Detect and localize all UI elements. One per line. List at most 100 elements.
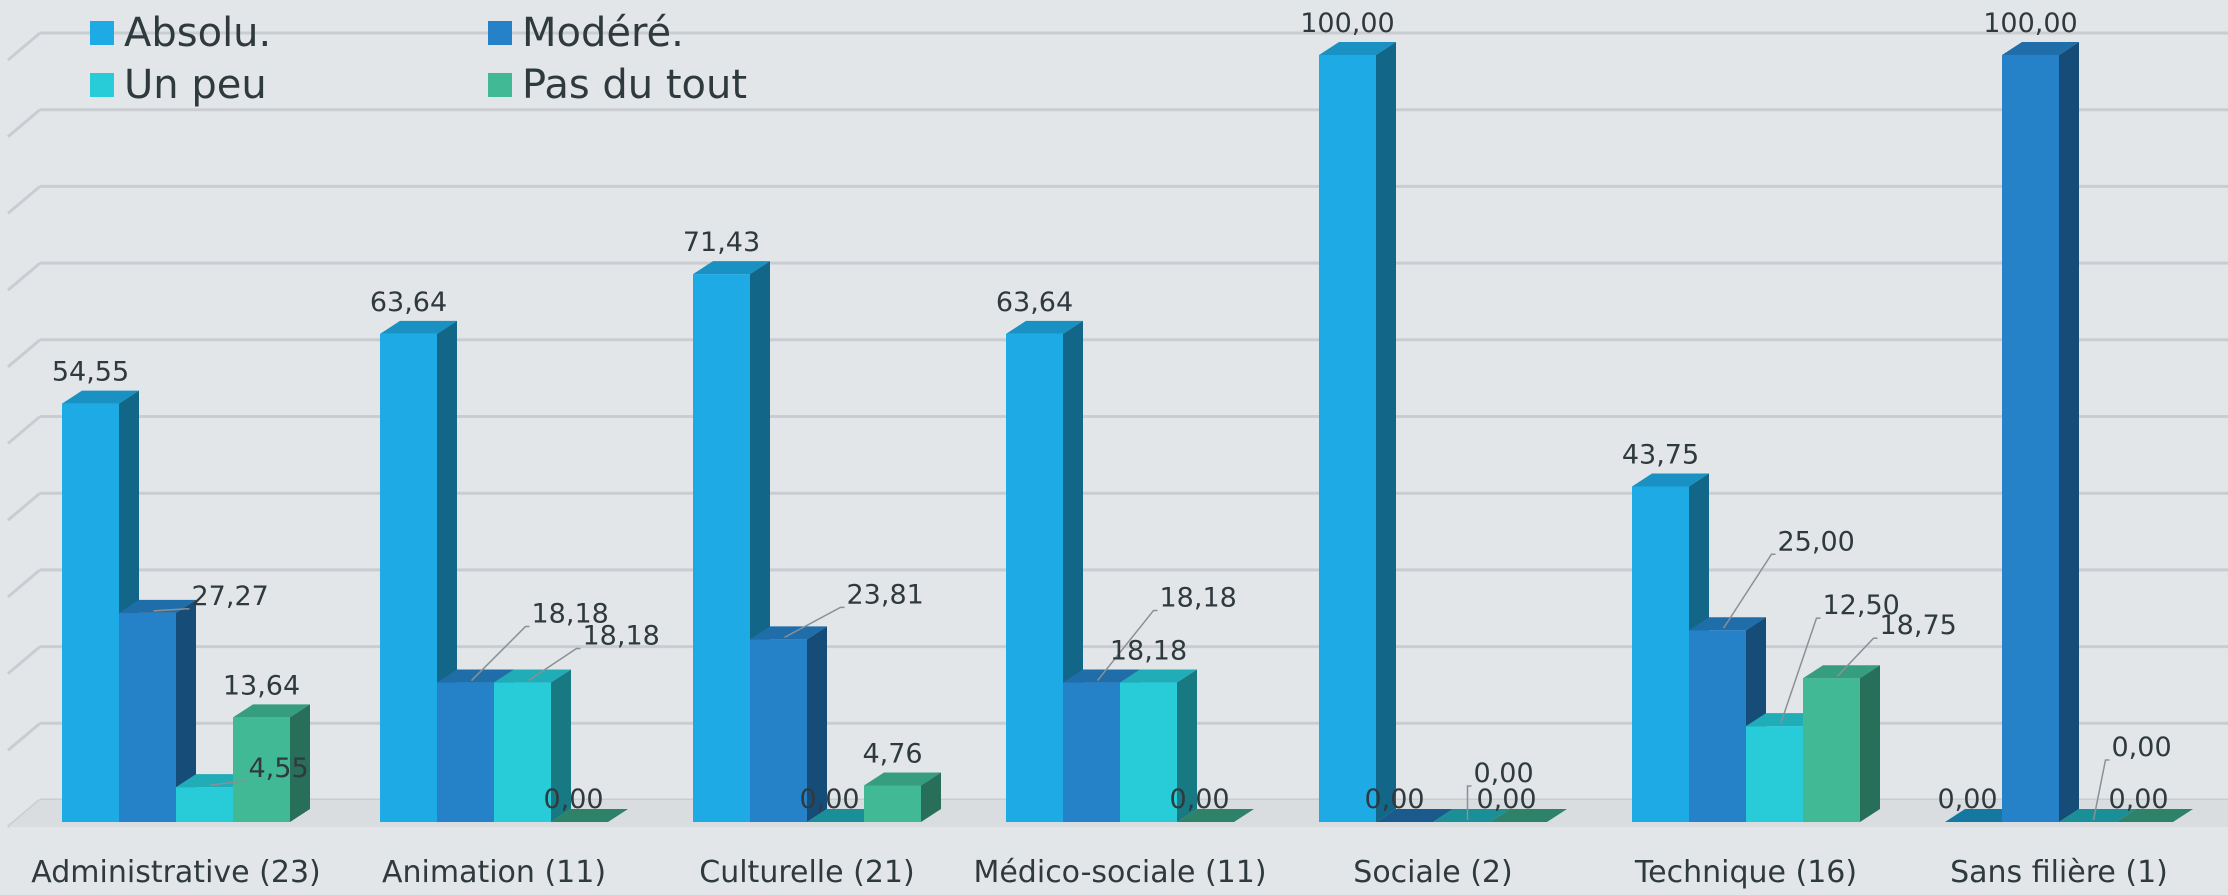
bar-front xyxy=(119,612,176,822)
leader-line-4-2 xyxy=(1466,785,1472,820)
leader-line-1-2 xyxy=(528,647,581,682)
bar-front xyxy=(380,333,437,822)
bar-1-0 xyxy=(380,320,457,822)
legend-label-un-peu: Un peu xyxy=(124,62,267,108)
data-label-6-2: 0,00 xyxy=(2112,732,2172,763)
bar-side xyxy=(1376,42,1396,822)
leader-line-5-3 xyxy=(1836,637,1878,677)
bar-front xyxy=(1746,726,1803,822)
bar-flat xyxy=(2059,809,2136,822)
data-label-0-2: 4,55 xyxy=(249,753,309,784)
leader-line-5-2 xyxy=(1779,617,1821,725)
bar-top xyxy=(693,261,770,275)
data-label-3-3: 0,00 xyxy=(1169,784,1229,815)
legend-swatch-modere xyxy=(488,21,512,45)
legend-label-absolu: Absolu. xyxy=(124,10,272,56)
data-label-0-3: 13,64 xyxy=(223,670,300,701)
bar-4-0 xyxy=(1319,42,1396,822)
bar-front xyxy=(62,403,119,822)
data-label-6-0: 0,00 xyxy=(1937,784,1997,815)
bar-flat xyxy=(1177,809,1254,822)
data-label-4-2: 0,00 xyxy=(1474,758,1534,789)
legend-item-absolu: Absolu. xyxy=(90,10,271,56)
gridline-side xyxy=(7,568,41,599)
data-label-1-2: 18,18 xyxy=(583,621,660,652)
data-labels: 54,5527,274,5513,6463,6418,1818,180,0071… xyxy=(52,8,2172,815)
bar-front xyxy=(864,785,921,822)
bar-top xyxy=(1632,473,1709,487)
bar-4-2 xyxy=(1433,809,1510,822)
bar-flat xyxy=(1490,809,1567,822)
data-label-4-0: 100,00 xyxy=(1300,8,1394,39)
leader-line-3-1 xyxy=(1096,609,1158,682)
category-label-5: Technique (16) xyxy=(1634,855,1857,890)
bar-front xyxy=(437,682,494,822)
data-label-6-3: 0,00 xyxy=(2108,784,2168,815)
data-label-3-2: 18,18 xyxy=(1110,636,1187,667)
bar-top xyxy=(750,626,827,640)
bar-top xyxy=(62,390,139,404)
bar-front xyxy=(494,682,551,822)
gridline-side xyxy=(7,645,41,675)
data-label-5-3: 18,75 xyxy=(1880,610,1957,641)
bar-4-3 xyxy=(1490,809,1567,822)
leader-line-1-1 xyxy=(470,625,530,682)
data-label-6-1: 100,00 xyxy=(1983,8,2077,39)
category-label-4: Sociale (2) xyxy=(1353,855,1512,890)
category-label-0: Administrative (23) xyxy=(31,855,320,890)
bar-0-1 xyxy=(119,599,196,822)
bar-flat xyxy=(2116,809,2193,822)
bar-2-0 xyxy=(693,261,770,822)
leader-line-5-1 xyxy=(1722,553,1776,629)
data-label-3-1: 18,18 xyxy=(1160,583,1237,614)
data-label-2-0: 71,43 xyxy=(683,227,760,258)
category-label-6: Sans filière (1) xyxy=(1950,855,2168,890)
data-label-2-2: 0,00 xyxy=(799,784,859,815)
leader-line-6-2 xyxy=(2092,759,2110,821)
bar-6-2 xyxy=(2059,809,2136,822)
data-label-5-0: 43,75 xyxy=(1622,439,1699,470)
bar-5-3 xyxy=(1803,665,1880,822)
gridline-side xyxy=(7,415,41,445)
gridline-side xyxy=(7,338,41,368)
leader-line-0-2 xyxy=(210,780,247,786)
bar-side xyxy=(290,704,310,822)
bar-top xyxy=(864,772,941,786)
bar-side xyxy=(1860,665,1880,822)
bar-front xyxy=(2002,55,2059,822)
bar-side xyxy=(2059,42,2079,822)
category-label-3: Médico-sociale (11) xyxy=(973,855,1266,890)
bar-4-1 xyxy=(1376,809,1453,822)
leader-lines xyxy=(153,553,2110,821)
legend-swatch-un-peu xyxy=(90,73,114,97)
legend-label-pas-du-tout: Pas du tout xyxy=(522,62,748,108)
gridline-side xyxy=(7,185,41,215)
bar-1-3 xyxy=(551,809,628,822)
data-label-5-1: 25,00 xyxy=(1778,526,1855,557)
bar-front xyxy=(1063,682,1120,822)
data-label-4-1: 0,00 xyxy=(1364,784,1424,815)
bar-flat xyxy=(1376,809,1453,822)
legend-label-modere: Modéré. xyxy=(522,10,684,56)
bar-flat xyxy=(551,809,628,822)
bar-flat xyxy=(1433,809,1510,822)
gridline-side xyxy=(7,108,41,138)
data-label-2-1: 23,81 xyxy=(847,579,924,610)
gridline-side xyxy=(7,492,41,522)
data-label-2-3: 4,76 xyxy=(862,738,922,769)
bar-front xyxy=(1120,682,1177,822)
bar-front xyxy=(233,717,290,822)
category-label-2: Culturelle (21) xyxy=(699,855,914,890)
bar-2-3 xyxy=(864,772,941,822)
bar-side xyxy=(807,626,827,822)
bar-top xyxy=(2002,42,2079,55)
leader-line-0-1 xyxy=(153,608,190,612)
data-label-1-3: 0,00 xyxy=(543,784,603,815)
data-label-4-3: 0,00 xyxy=(1476,784,1536,815)
data-label-1-1: 18,18 xyxy=(532,599,609,630)
bar-6-3 xyxy=(2116,809,2193,822)
bar-front xyxy=(176,787,233,822)
bar-top xyxy=(1319,42,1396,55)
